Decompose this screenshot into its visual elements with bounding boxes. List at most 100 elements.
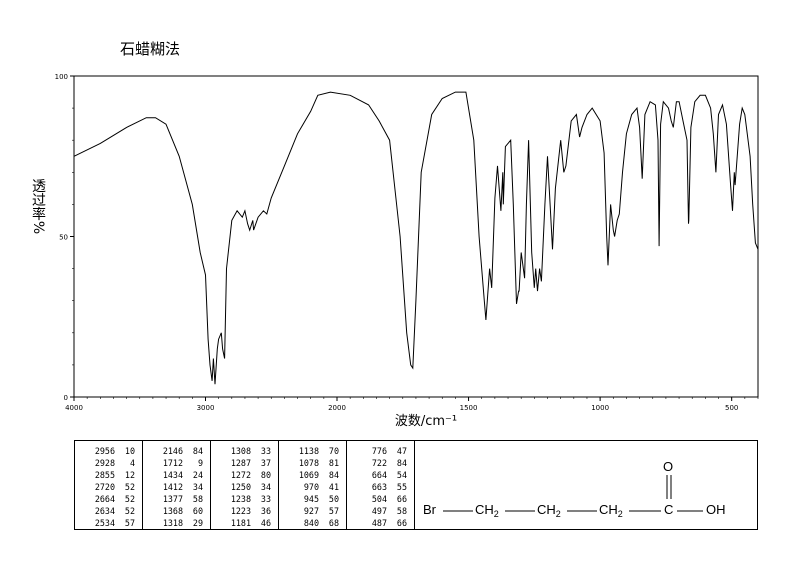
peak-column: 1138 70 1078 81 1069 84 970 41 945 50 927 57 840 68 [279, 441, 347, 529]
peak-wavenumber: 1434 [162, 470, 183, 480]
peak-row: 487 66 [353, 517, 414, 529]
peak-transmittance: 46 [260, 518, 271, 528]
peak-wavenumber: 2664 [94, 494, 115, 504]
peak-transmittance: 24 [192, 470, 203, 480]
ch-text: CH [599, 502, 618, 517]
peak-row: 1181 46 [217, 517, 278, 529]
peak-column: 2956 10 2928 4 2855 12 2720 52 2664 52 2634 52 2534 5… [75, 441, 143, 529]
peak-transmittance: 58 [396, 506, 407, 516]
peak-transmittance: 41 [328, 482, 339, 492]
peak-row: 776 47 [353, 445, 414, 457]
peak-transmittance: 12 [124, 470, 135, 480]
peak-table: 2956 10 2928 4 2855 12 2720 52 2664 52 2634 52 2534 5… [74, 440, 758, 530]
peak-wavenumber: 1412 [162, 482, 183, 492]
peak-wavenumber: 1069 [298, 470, 319, 480]
structure-formula: Br CH2 CH2 CH2 C OH O [415, 441, 757, 529]
peak-row: 1377 58 [149, 493, 210, 505]
peak-row: 504 66 [353, 493, 414, 505]
peak-transmittance: 34 [260, 482, 271, 492]
peak-transmittance: 36 [260, 506, 271, 516]
peak-wavenumber: 1078 [298, 458, 319, 468]
peak-transmittance: 57 [124, 518, 135, 528]
peak-row: 1308 33 [217, 445, 278, 457]
peak-row: 1434 24 [149, 469, 210, 481]
peak-transmittance: 60 [192, 506, 203, 516]
peak-wavenumber: 1181 [230, 518, 251, 528]
peak-row: 927 57 [285, 505, 346, 517]
x-tick-label: 1000 [591, 404, 609, 412]
peak-transmittance: 68 [328, 518, 339, 528]
peak-transmittance: 33 [260, 494, 271, 504]
peak-transmittance: 52 [124, 506, 135, 516]
peak-wavenumber: 2534 [94, 518, 115, 528]
peak-transmittance: 84 [192, 446, 203, 456]
peak-transmittance: 84 [328, 470, 339, 480]
peak-wavenumber: 2928 [94, 458, 115, 468]
plot-frame [73, 75, 759, 398]
peak-wavenumber: 970 [303, 482, 319, 492]
peak-wavenumber: 1238 [230, 494, 251, 504]
peak-row: 663 55 [353, 481, 414, 493]
sub-2: 2 [555, 509, 561, 519]
x-axis-label: 波数/cm⁻¹ [395, 414, 457, 429]
peak-row: 2634 52 [81, 505, 142, 517]
peak-wavenumber: 945 [303, 494, 319, 504]
ch-text: CH [475, 502, 494, 517]
peak-transmittance: 58 [192, 494, 203, 504]
peak-transmittance: 55 [396, 482, 407, 492]
peak-wavenumber: 663 [371, 482, 387, 492]
peak-transmittance: 37 [260, 458, 271, 468]
peak-wavenumber: 2146 [162, 446, 183, 456]
peak-transmittance: 52 [124, 494, 135, 504]
peak-row: 1078 81 [285, 457, 346, 469]
peak-wavenumber: 2956 [94, 446, 115, 456]
peak-wavenumber: 1368 [162, 506, 183, 516]
peak-row: 1250 34 [217, 481, 278, 493]
x-tick-label: 3000 [197, 404, 215, 412]
peak-wavenumber: 2634 [94, 506, 115, 516]
sub-2: 2 [493, 509, 499, 519]
y-axis-label: 透过率% [30, 179, 46, 234]
peak-row: 2928 4 [81, 457, 142, 469]
peak-row: 970 41 [285, 481, 346, 493]
group-ch2-1: CH2 [475, 502, 499, 519]
peak-row: 2720 52 [81, 481, 142, 493]
peak-column: 2146 84 1712 9 1434 24 1412 34 1377 58 1368 60 1318 2… [143, 441, 211, 529]
atom-c: C [664, 502, 674, 517]
peak-wavenumber: 1272 [230, 470, 251, 480]
peak-wavenumber: 1712 [162, 458, 183, 468]
peak-wavenumber: 1377 [162, 494, 183, 504]
y-tick-label: 50 [59, 234, 68, 242]
peak-transmittance: 33 [260, 446, 271, 456]
peak-row: 1138 70 [285, 445, 346, 457]
x-tick-label: 4000 [65, 404, 83, 412]
peak-wavenumber: 1318 [162, 518, 183, 528]
peak-wavenumber: 504 [371, 494, 387, 504]
peak-row: 1238 33 [217, 493, 278, 505]
y-tick-label: 100 [55, 73, 68, 81]
peak-row: 2855 12 [81, 469, 142, 481]
group-oh: OH [706, 502, 726, 517]
peak-transmittance: 9 [197, 458, 203, 468]
peak-row: 945 50 [285, 493, 346, 505]
peak-row: 1069 84 [285, 469, 346, 481]
atom-o: O [663, 459, 674, 474]
peak-transmittance: 66 [396, 494, 407, 504]
peak-wavenumber: 487 [371, 518, 387, 528]
peak-wavenumber: 927 [303, 506, 319, 516]
peak-row: 1712 9 [149, 457, 210, 469]
peak-row: 664 54 [353, 469, 414, 481]
peak-transmittance: 84 [396, 458, 407, 468]
peak-transmittance: 54 [396, 470, 407, 480]
peak-transmittance: 70 [328, 446, 339, 456]
peak-transmittance: 80 [260, 470, 271, 480]
peak-transmittance: 34 [192, 482, 203, 492]
peak-transmittance: 81 [328, 458, 339, 468]
peak-row: 2534 57 [81, 517, 142, 529]
peak-column: 776 47 722 84 664 54 663 55 504 66 497 58 487 66 [347, 441, 415, 529]
peak-row: 1287 37 [217, 457, 278, 469]
peak-transmittance: 47 [396, 446, 407, 456]
peak-row: 1412 34 [149, 481, 210, 493]
peak-column: 1308 33 1287 37 1272 80 1250 34 1238 33 1223 36 1181… [211, 441, 279, 529]
